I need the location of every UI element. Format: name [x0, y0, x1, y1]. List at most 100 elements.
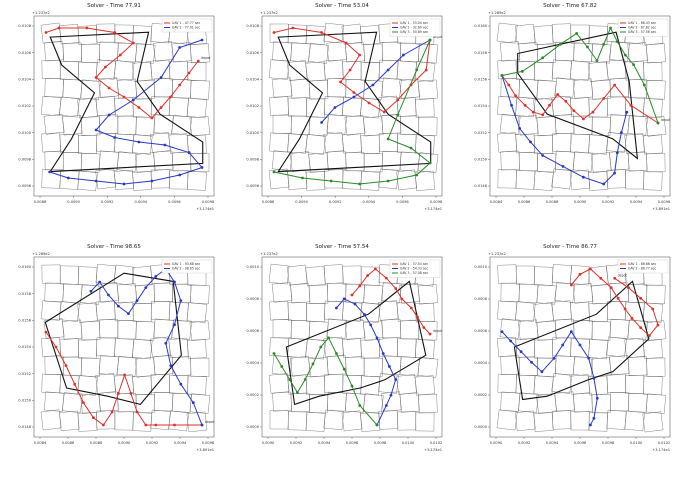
data-point: [624, 53, 627, 57]
chart-title: Solver - Time 98.65: [87, 244, 141, 250]
data-point: [396, 113, 400, 117]
legend-entry: UAV 2 - 54.33 sec: [400, 267, 428, 271]
y-tick-label: 0.0104: [18, 78, 31, 82]
data-point: [301, 176, 304, 180]
data-point: [602, 182, 606, 186]
data-point: [335, 306, 338, 310]
chart-panel-4: Solver - Time 98.65 +1.289e2 +3.891e1 0.008…: [0, 241, 228, 482]
data-point: [595, 396, 599, 400]
legend-entry: UAV 1 - 66.43 sec: [628, 21, 656, 25]
data-point: [187, 71, 191, 75]
y-offset-label: +1.237e2: [260, 252, 278, 256]
data-point: [627, 286, 630, 290]
series-line-red: [273, 27, 431, 113]
data-point: [569, 330, 573, 334]
data-point: [107, 86, 111, 90]
data-point: [591, 110, 595, 114]
data-point: [107, 293, 110, 297]
data-point: [342, 297, 346, 301]
data-point: [375, 336, 379, 340]
data-point: [135, 410, 139, 414]
data-point: [589, 423, 592, 427]
data-point: [129, 392, 133, 395]
series-line-green: [501, 26, 659, 124]
x-tick-label: 0.0098: [430, 200, 443, 204]
y-tick-label: 0.0098: [18, 158, 31, 162]
data-point: [530, 360, 533, 364]
x-offset-label: +3.174e1: [424, 448, 442, 452]
data-point: [348, 68, 352, 72]
y-tick-label: 0.0096: [18, 184, 31, 188]
chart-panel-3: Solver - Time 67.82 +1.289e2 +3.891e1 0.008…: [456, 0, 684, 241]
y-tick-label: 0.0148: [18, 425, 31, 429]
data-point: [424, 68, 428, 72]
y-tick-label: 0.0096: [246, 184, 259, 188]
coverage-grid: [268, 22, 439, 191]
data-point: [329, 179, 333, 183]
data-point: [394, 287, 398, 290]
data-point: [529, 140, 532, 144]
data-point: [548, 103, 551, 107]
data-point: [113, 31, 117, 34]
y-offset-label: +1.237e2: [32, 11, 50, 15]
data-point: [104, 65, 107, 69]
data-point: [280, 365, 284, 368]
region-boundary: [277, 31, 432, 173]
x-tick-label: 0.0098: [374, 441, 387, 445]
data-point: [150, 179, 154, 183]
y-tick-label: 0.0100: [18, 131, 31, 135]
x-tick-label: 0.0096: [346, 441, 359, 445]
data-point: [602, 97, 606, 100]
y-tick-label: 0.0160: [474, 24, 487, 28]
data-point: [615, 40, 619, 43]
y-tick-label: 0.0108: [18, 24, 31, 28]
data-point: [366, 274, 369, 277]
data-point: [514, 94, 517, 98]
x-tick-label: 0.0090: [118, 441, 131, 445]
data-point: [510, 103, 513, 107]
x-tick-label: 0.0102: [430, 441, 443, 445]
data-point: [556, 93, 559, 96]
y-offset-label: +1.289e2: [32, 252, 50, 256]
series-line-blue: [321, 39, 431, 123]
data-point: [44, 31, 48, 34]
x-tick-label: 0.0088: [546, 200, 559, 204]
data-point: [428, 332, 432, 336]
coverage-grid: [496, 22, 667, 191]
legend-entry: UAV 3 - 57.08 sec: [400, 271, 428, 275]
data-point: [320, 121, 323, 124]
chart-panel-1: Solver - Time 77.91 +1.237e2 +3.174e1 0.008…: [0, 0, 228, 241]
data-point: [94, 179, 98, 183]
data-point: [651, 307, 655, 311]
data-point: [428, 161, 432, 165]
y-tick-label: 0.0002: [246, 393, 259, 397]
data-point: [288, 378, 291, 381]
series-line-red: [45, 27, 199, 119]
legend-entry: UAV 3 - 50.89 sec: [400, 30, 428, 34]
data-point: [122, 182, 126, 186]
data-point: [572, 109, 576, 113]
data-point: [320, 31, 323, 34]
data-point: [500, 330, 504, 334]
x-tick-label: 0.0090: [574, 200, 587, 204]
coverage-grid: [40, 22, 211, 192]
legend-entry: UAV 2 - 98.65 sec: [172, 267, 200, 271]
y-offset-label: +1.237e2: [260, 11, 278, 15]
data-point: [625, 110, 629, 114]
chart-panel-6: Solver - Time 86.77 +1.237e2 +3.174e1 0.009…: [456, 241, 684, 482]
legend-entry: UAV 3 - 57.56 sec: [628, 30, 656, 34]
data-point: [595, 59, 599, 62]
x-tick-label: 0.0088: [34, 200, 47, 204]
data-point: [169, 95, 172, 99]
data-point: [396, 98, 400, 102]
y-tick-label: 0.0000: [474, 425, 487, 429]
data-point: [200, 38, 204, 42]
data-point: [639, 296, 643, 300]
data-point: [613, 171, 616, 175]
x-tick-label: 0.0094: [630, 200, 643, 204]
region-boundary: [49, 31, 204, 173]
data-point: [386, 68, 390, 72]
data-point: [169, 364, 173, 367]
